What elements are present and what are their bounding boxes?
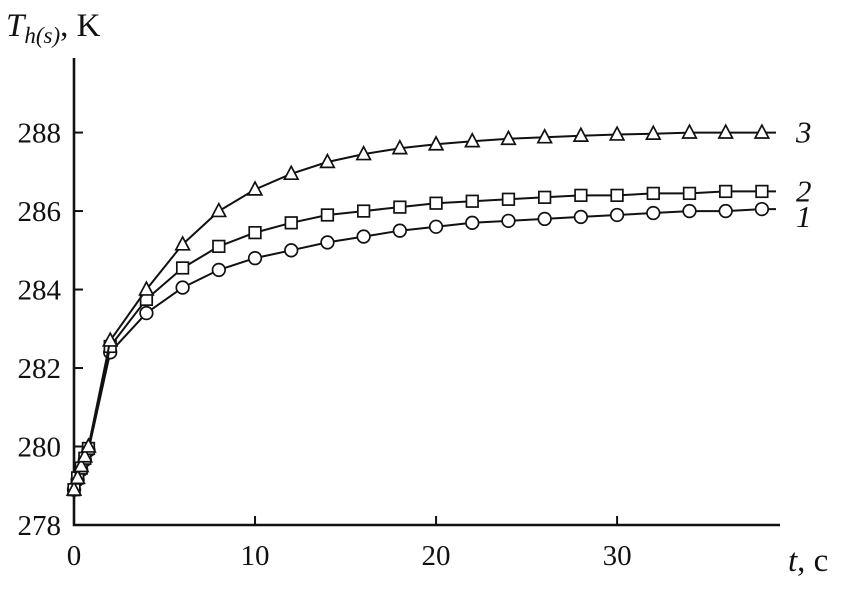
circle-marker bbox=[501, 213, 516, 229]
y-tick-label: 278 bbox=[18, 510, 62, 542]
y-axis-label: Th(s), K bbox=[6, 8, 101, 48]
triangle-marker bbox=[319, 152, 336, 169]
circle-marker bbox=[573, 209, 589, 225]
triangle-marker bbox=[138, 280, 155, 296]
x-tick-label: 30 bbox=[603, 540, 632, 572]
square-marker bbox=[175, 261, 190, 275]
series-1-markers bbox=[66, 201, 770, 497]
triangle-marker bbox=[572, 126, 590, 142]
circle-marker bbox=[465, 215, 480, 230]
circle-marker bbox=[320, 235, 335, 250]
x-tick-label: 20 bbox=[422, 540, 451, 572]
triangle-marker bbox=[427, 135, 445, 151]
series-2-markers bbox=[67, 184, 769, 497]
circle-marker bbox=[392, 223, 407, 238]
circle-marker bbox=[537, 211, 552, 227]
triangle-marker bbox=[391, 139, 409, 155]
circle-marker bbox=[139, 305, 154, 321]
square-marker bbox=[320, 208, 335, 222]
square-marker bbox=[682, 186, 697, 201]
triangle-marker bbox=[283, 164, 300, 181]
series-2-line bbox=[73, 190, 776, 490]
square-marker bbox=[646, 186, 660, 201]
triangle-marker bbox=[69, 468, 86, 485]
circle-marker bbox=[718, 203, 733, 219]
circle-marker bbox=[284, 243, 299, 258]
triangle-marker bbox=[73, 456, 90, 473]
y-tick-label: 288 bbox=[18, 118, 62, 150]
square-marker bbox=[429, 196, 443, 210]
triangle-marker bbox=[464, 131, 481, 148]
triangle-marker bbox=[717, 123, 734, 139]
square-marker bbox=[212, 239, 226, 254]
triangle-marker bbox=[500, 129, 517, 146]
circle-marker bbox=[175, 280, 190, 295]
curve-label-1: 1 bbox=[796, 199, 812, 234]
triangle-marker bbox=[246, 180, 264, 196]
square-marker bbox=[538, 190, 552, 204]
x-axis-label: t, с bbox=[788, 543, 828, 579]
square-marker bbox=[501, 192, 516, 206]
triangle-marker bbox=[80, 437, 97, 453]
circle-marker bbox=[247, 250, 263, 266]
series-3-line bbox=[73, 131, 776, 490]
y-tick-label: 280 bbox=[18, 432, 62, 464]
circle-marker bbox=[356, 229, 371, 244]
square-marker bbox=[755, 184, 769, 199]
x-tick-label: 0 bbox=[67, 540, 82, 572]
series-1-line bbox=[73, 208, 776, 491]
square-marker bbox=[610, 188, 624, 203]
series-3-markers bbox=[65, 123, 771, 496]
square-marker bbox=[719, 184, 733, 199]
curve-label-2: 2 bbox=[796, 173, 812, 208]
triangle-marker bbox=[76, 447, 94, 463]
curve-label-3: 3 bbox=[795, 115, 812, 150]
square-marker bbox=[248, 225, 262, 240]
y-tick-label: 284 bbox=[18, 275, 62, 307]
y-tick-label: 282 bbox=[18, 353, 62, 385]
x-tick-label: 10 bbox=[241, 540, 270, 572]
circle-marker bbox=[428, 219, 444, 234]
square-marker bbox=[465, 194, 479, 208]
triangle-marker bbox=[753, 123, 771, 139]
circle-marker bbox=[609, 207, 625, 223]
circle-marker bbox=[754, 201, 770, 217]
triangle-marker bbox=[355, 144, 372, 161]
square-marker bbox=[574, 188, 588, 203]
square-marker bbox=[356, 204, 371, 218]
y-tick-label: 286 bbox=[18, 196, 62, 228]
triangle-marker bbox=[681, 123, 698, 139]
triangle-marker bbox=[608, 125, 626, 141]
square-marker bbox=[284, 216, 298, 230]
triangle-marker bbox=[65, 480, 83, 496]
square-marker bbox=[393, 200, 407, 214]
triangle-marker bbox=[536, 128, 553, 144]
triangle-marker bbox=[101, 331, 119, 347]
circle-marker bbox=[646, 205, 661, 221]
triangle-marker bbox=[210, 201, 228, 218]
triangle-marker bbox=[174, 235, 191, 251]
circle-marker bbox=[682, 203, 697, 219]
circle-marker bbox=[211, 262, 226, 278]
triangle-marker bbox=[645, 124, 662, 140]
